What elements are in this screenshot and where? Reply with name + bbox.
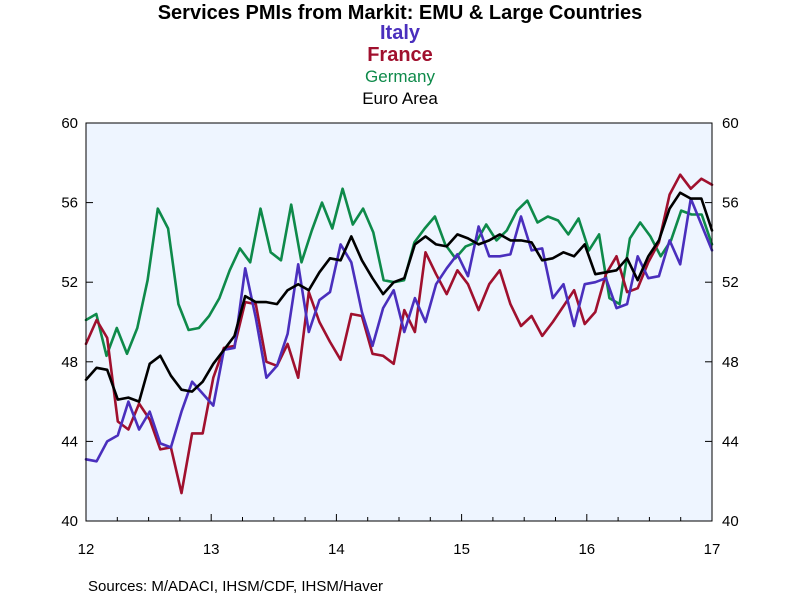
plot-frame bbox=[85, 122, 713, 522]
x-tick-label: 12 bbox=[78, 541, 95, 558]
y-tick-label-left: 56 bbox=[61, 195, 78, 212]
y-tick-label-left: 44 bbox=[61, 433, 78, 450]
y-tick-label-left: 48 bbox=[61, 354, 78, 371]
y-tick-label-right: 48 bbox=[722, 354, 739, 371]
chart-title: Services PMIs from Markit: EMU & Large C… bbox=[157, 2, 643, 24]
x-tick-label: 16 bbox=[578, 541, 595, 558]
plot-area bbox=[86, 123, 712, 521]
x-tick-label: 17 bbox=[704, 541, 721, 558]
legend-italy: Italy bbox=[379, 22, 421, 44]
x-tick-label: 13 bbox=[203, 541, 220, 558]
legend-euro-area: Euro Area bbox=[362, 89, 438, 108]
y-tick-label-left: 52 bbox=[61, 274, 78, 291]
series-line-italy bbox=[84, 197, 714, 463]
y-tick-label-right: 40 bbox=[722, 513, 739, 530]
y-tick-label-right: 56 bbox=[722, 195, 739, 212]
series-line-euro-area bbox=[84, 191, 714, 403]
y-tick-label-left: 40 bbox=[61, 513, 78, 530]
y-tick-label-right: 44 bbox=[722, 433, 739, 450]
source-note: Sources: M/ADACI, IHSM/CDF, IHSM/Haver bbox=[88, 578, 384, 595]
y-tick-label-right: 52 bbox=[722, 274, 739, 291]
y-tick-label-left: 60 bbox=[61, 115, 78, 132]
legend-germany: Germany bbox=[365, 67, 435, 86]
y-tick-label-right: 60 bbox=[722, 115, 739, 132]
x-tick-label: 14 bbox=[328, 541, 345, 558]
x-tick-label: 15 bbox=[453, 541, 470, 558]
legend-france: France bbox=[367, 44, 433, 66]
